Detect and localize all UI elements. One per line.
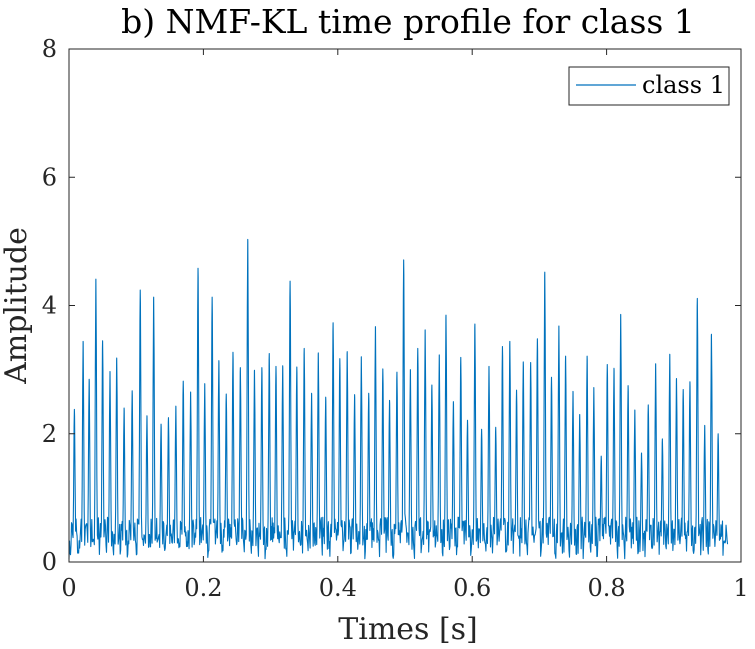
x-tick-label: 0.4 <box>319 574 357 602</box>
y-axis: 0 2 4 6 8 <box>42 35 741 576</box>
series-line-class-1 <box>68 238 729 560</box>
x-tick-label: 1 <box>733 574 748 602</box>
chart-title: b) NMF-KL time profile for class 1 <box>121 2 695 41</box>
x-tick-label: 0.6 <box>453 574 491 602</box>
legend-box <box>568 66 730 106</box>
y-tick-label: 4 <box>42 292 57 320</box>
plot-area <box>68 238 729 560</box>
legend: class 1 <box>568 66 730 106</box>
y-tick-label: 8 <box>42 35 57 63</box>
y-axis-label: Amplitude <box>0 227 34 385</box>
y-tick-label: 2 <box>42 420 57 448</box>
x-axis-label: Times [s] <box>338 612 478 647</box>
legend-label-class-1: class 1 <box>642 71 725 99</box>
x-tick-label: 0 <box>61 574 76 602</box>
x-axis: 0 0.2 0.4 0.6 0.8 1 <box>61 49 749 602</box>
y-tick-label: 6 <box>42 163 57 191</box>
y-tick-label: 0 <box>42 548 57 576</box>
x-tick-label: 0.8 <box>588 574 626 602</box>
x-tick-label: 0.2 <box>184 574 222 602</box>
